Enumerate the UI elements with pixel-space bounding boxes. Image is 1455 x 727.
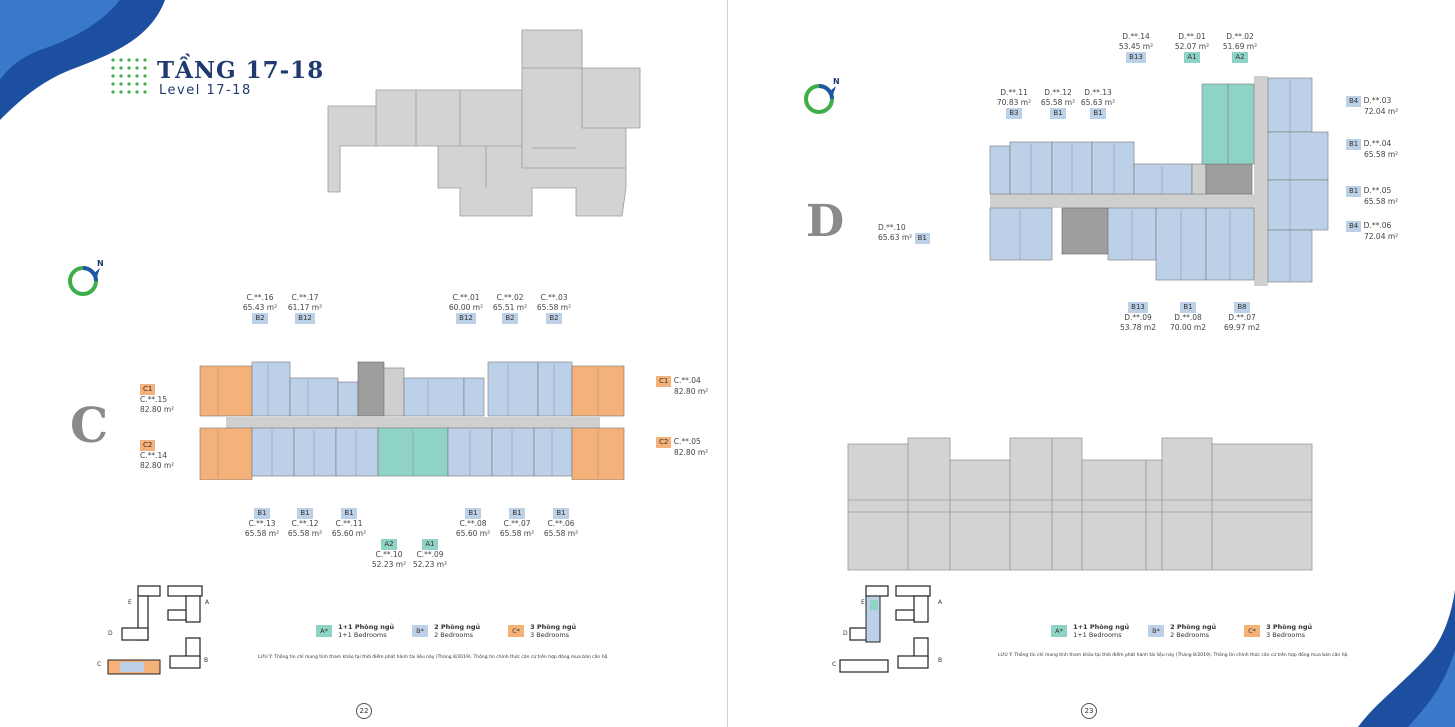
key-letter-b: B	[204, 657, 209, 664]
floor-plan-c	[199, 361, 625, 480]
compass-north-label: N	[833, 77, 840, 86]
page-number: 22	[356, 703, 372, 719]
key-plan	[839, 585, 931, 673]
dots-pattern-icon	[111, 58, 147, 94]
unit-c05-label: C2 C.**.05 82.80 m²	[656, 437, 716, 458]
block-letter: D	[806, 196, 845, 247]
unit-d02-label: D.**.02 51.69 m² A2	[1222, 32, 1258, 63]
key-letter-c: C	[97, 661, 102, 668]
key-letter-e: E	[128, 599, 132, 606]
unit-c01-label: C.**.01 60.00 m² B12	[448, 293, 484, 324]
unit-c16-label: C.**.16 65.43 m² B2	[242, 293, 278, 324]
site-massing	[327, 29, 641, 217]
unit-d07-label: B8 D.**.07 69.97 m2	[1224, 302, 1260, 332]
legend-one-bed: A* 1+1 Phòng ngủ 1+1 Bedrooms	[316, 623, 394, 639]
page-spine	[727, 0, 728, 727]
unit-d06-label: B4 D.**.06 72.04 m²	[1346, 221, 1402, 242]
unit-c09-label: A1 C.**.09 52.23 m²	[412, 539, 448, 569]
unit-c08-label: B1 C.**.08 65.60 m²	[455, 508, 491, 538]
unit-c11-label: B1 C.**.11 65.60 m²	[331, 508, 367, 538]
unit-d13-label: D.**.13 65.63 m² B1	[1080, 88, 1116, 119]
page-number: 23	[1081, 703, 1097, 719]
unit-d09-label: B13 D.**.09 53.78 m2	[1120, 302, 1156, 332]
unit-c06-label: B1 C.**.06 65.58 m²	[543, 508, 579, 538]
legend-one-bed: A* 1+1 Phòng ngủ 1+1 Bedrooms	[1051, 623, 1129, 639]
wave-decoration	[1358, 590, 1455, 727]
legend-three-bed: C* 3 Phòng ngủ 3 Bedrooms	[508, 623, 576, 639]
key-letter-b: B	[938, 657, 943, 664]
unit-d04-label: B1 D.**.04 65.58 m²	[1346, 139, 1402, 160]
page-title: TẦNG 17-18	[157, 57, 325, 84]
page-subtitle: Level 17-18	[159, 83, 252, 98]
key-letter-a: A	[938, 599, 943, 606]
disclaimer-note: LƯU Ý: Thông tin chỉ mang tính tham khảo…	[998, 653, 1349, 658]
compass-north-icon: N	[804, 77, 840, 114]
floor-plan-d	[989, 76, 1329, 286]
unit-d05-label: B1 D.**.05 65.58 m²	[1346, 186, 1402, 207]
legend-two-bed: B* 2 Phòng ngủ 2 Bedrooms	[1148, 623, 1216, 639]
unit-c02-label: C.**.02 65.51 m² B2	[492, 293, 528, 324]
right-page: N D D.**.14 53.45 m² B13	[728, 0, 1455, 727]
key-plan	[107, 585, 203, 675]
legend-three-bed: C* 3 Phòng ngủ 3 Bedrooms	[1244, 623, 1312, 639]
unit-d08-label: B1 D.**.08 70.00 m2	[1170, 302, 1206, 332]
compass-north-label: N	[97, 259, 104, 268]
legend-two-bed: B* 2 Phòng ngủ 2 Bedrooms	[412, 623, 480, 639]
disclaimer-note: LƯU Ý: Thông tin chỉ mang tính tham khảo…	[258, 655, 609, 660]
unit-c13-label: B1 C.**.13 65.58 m²	[244, 508, 280, 538]
unit-d10-label: D.**.10 65.63 m² B1	[878, 223, 940, 244]
wave-decoration	[0, 0, 165, 120]
compass-north-icon: N	[68, 259, 104, 296]
unit-c15-label: C1 C.**.15 82.80 m²	[140, 384, 175, 414]
block-letter: C	[70, 398, 109, 454]
key-letter-c: C	[832, 661, 837, 668]
unit-c14-label: C2 C.**.14 82.80 m²	[140, 440, 175, 470]
unit-d01-label: D.**.01 52.07 m² A1	[1174, 32, 1210, 63]
unit-c10-label: A2 C.**.10 52.23 m²	[371, 539, 407, 569]
unit-c07-label: B1 C.**.07 65.58 m²	[499, 508, 535, 538]
unit-c03-label: C.**.03 65.58 m² B2	[536, 293, 572, 324]
unit-c04-label: C1 C.**.04 82.80 m²	[656, 376, 716, 397]
left-page: TẦNG 17-18 Level 17-18 N C	[0, 0, 727, 727]
unit-d12-label: D.**.12 65.58 m² B1	[1040, 88, 1076, 119]
key-letter-e: E	[861, 599, 865, 606]
unit-c12-label: B1 C.**.12 65.58 m²	[287, 508, 323, 538]
unit-d03-label: B4 D.**.03 72.04 m²	[1346, 96, 1402, 117]
key-letter-a: A	[205, 599, 210, 606]
site-massing	[847, 437, 1313, 571]
unit-c17-label: C.**.17 61.17 m² B12	[287, 293, 323, 324]
key-letter-d: D	[108, 630, 113, 637]
key-letter-d: D	[843, 630, 848, 637]
unit-d11-label: D.**.11 70.83 m² B3	[996, 88, 1032, 119]
unit-d14-label: D.**.14 53.45 m² B13	[1118, 32, 1154, 63]
